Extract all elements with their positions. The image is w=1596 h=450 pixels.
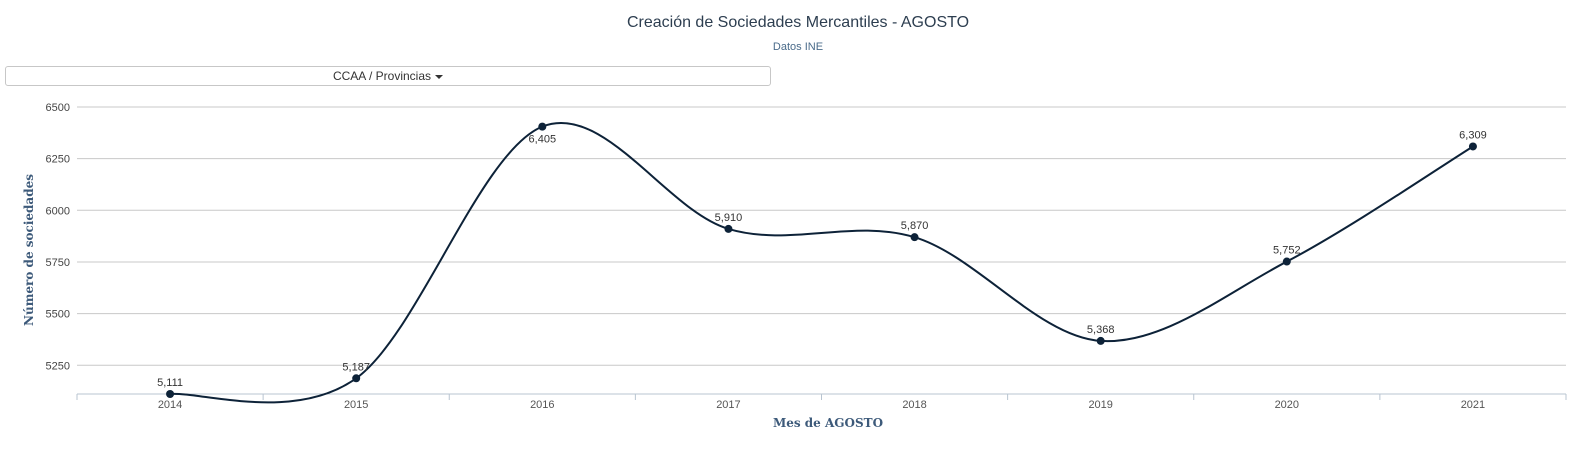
x-tick-label: 2019 (1088, 399, 1112, 411)
data-point (352, 374, 361, 383)
data-points (166, 122, 1477, 398)
y-tick-label: 6250 (46, 154, 70, 166)
y-tick-label: 5750 (46, 257, 70, 269)
data-point (166, 390, 175, 398)
y-tick-label: 5250 (46, 360, 70, 372)
chart-title: Creación de Sociedades Mercantiles - AGO… (626, 14, 970, 31)
caret-down-icon (435, 75, 444, 79)
series-line-path (169, 122, 1474, 404)
data-point (910, 233, 919, 242)
data-point (1096, 336, 1105, 345)
y-tick-label: 6000 (46, 205, 70, 217)
data-label: 6,309 (1459, 129, 1487, 141)
region-filter-dropdown[interactable]: CCAA / Provincias (5, 66, 771, 86)
x-tick-label: 2021 (1461, 399, 1485, 411)
x-tick-label: 2018 (902, 399, 926, 411)
region-filter-label: CCAA / Provincias (332, 69, 432, 83)
data-point (538, 122, 547, 131)
y-axis-title: Número de sociedades (22, 174, 36, 326)
chart-subtitle: Datos INE (772, 41, 824, 53)
y-axis-ticks: 5250 5500 5750 6000 6250 6500 (46, 102, 70, 372)
data-point (724, 224, 733, 233)
data-label: 6,405 (529, 134, 557, 146)
x-tick-label: 2014 (158, 399, 182, 411)
data-label: 5,111 (157, 377, 183, 389)
data-label: 5,368 (1087, 324, 1115, 336)
x-tick-label: 2016 (530, 399, 554, 411)
data-label: 5,910 (715, 212, 743, 224)
x-axis-title: Mes de AGOSTO (773, 416, 883, 430)
x-tick-label: 2015 (344, 399, 368, 411)
data-point (1468, 142, 1477, 151)
grid-lines (77, 106, 1566, 366)
series-line (169, 122, 1474, 404)
data-label: 5,870 (901, 220, 929, 232)
x-tick-label: 2017 (716, 399, 740, 411)
data-labels: 5,111 5,187 6,405 5,910 5,870 5,368 5,752 6,309 (157, 129, 1487, 389)
data-label: 5,752 (1273, 245, 1301, 257)
y-tick-label: 5500 (46, 309, 70, 321)
y-tick-label: 6500 (46, 102, 70, 114)
data-label: 5,187 (342, 361, 370, 373)
x-axis: 2014 2015 2016 2017 2018 2019 2020 2021 (76, 393, 1567, 411)
data-point (1282, 257, 1291, 266)
x-tick-label: 2020 (1275, 399, 1299, 411)
